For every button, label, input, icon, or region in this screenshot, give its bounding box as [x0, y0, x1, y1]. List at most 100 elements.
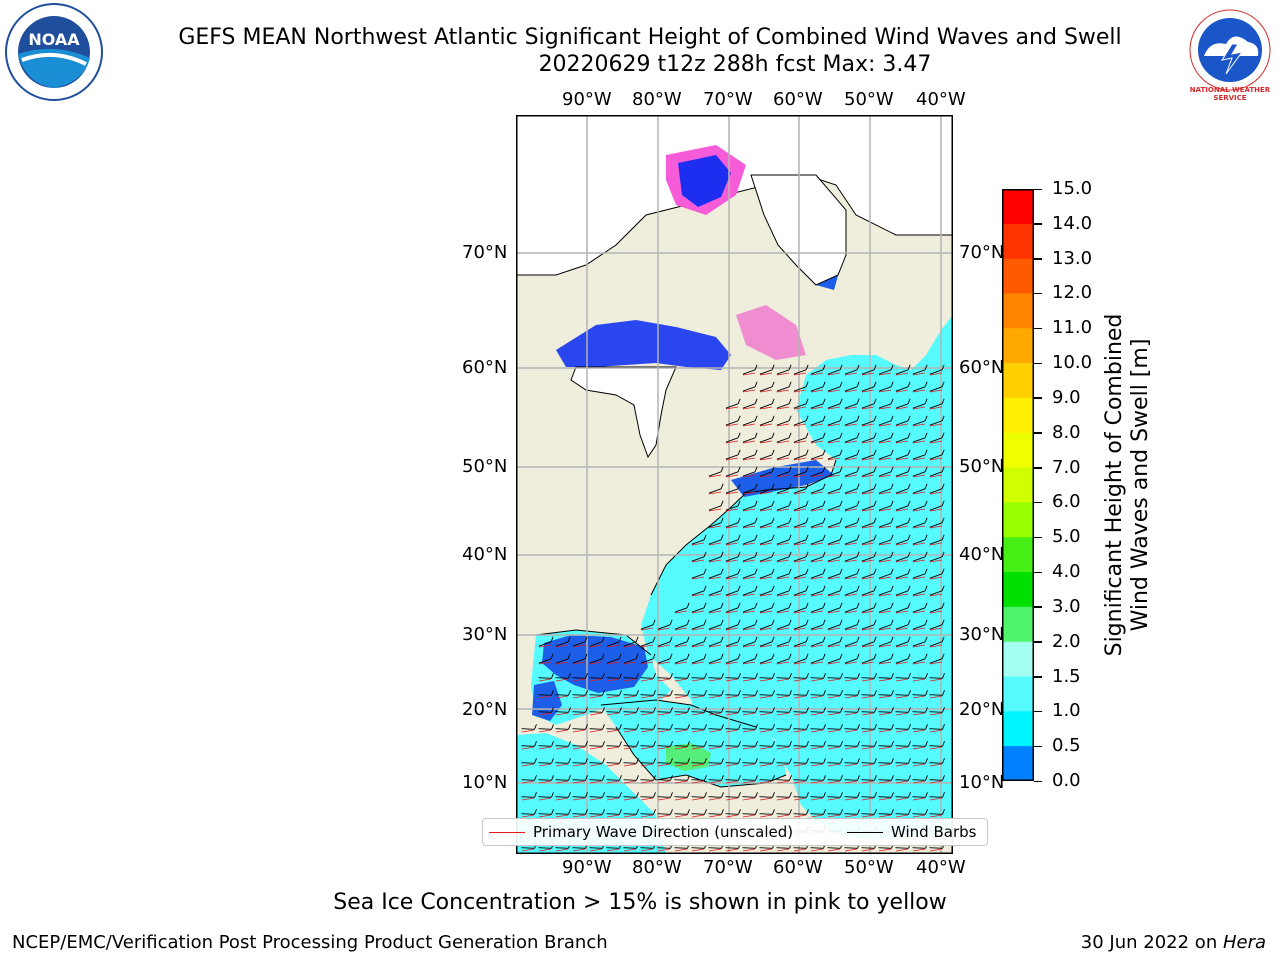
- colorbar-tick: [1034, 710, 1042, 713]
- wind-barb: [912, 796, 926, 798]
- wind-barb-feather: [754, 398, 758, 404]
- wind-barb: [708, 796, 722, 798]
- wind-barb-feather: [551, 724, 554, 730]
- wave-direction-arrow: [742, 763, 756, 767]
- wind-barb: [708, 745, 722, 747]
- wave-direction-arrow: [895, 814, 909, 818]
- lat-tick-right-60n: 60°N: [959, 357, 1005, 378]
- colorbar-segment: [1002, 502, 1034, 538]
- wind-barb: [572, 711, 586, 713]
- wind-barb-feather: [619, 724, 622, 730]
- wave-direction-arrow: [776, 763, 790, 767]
- wind-barb: [759, 471, 773, 477]
- wave-direction-arrow: [929, 729, 943, 733]
- wave-direction-arrow: [895, 576, 909, 580]
- wind-barb: [708, 711, 722, 713]
- wind-barb: [878, 813, 892, 815]
- wind-barb-feather: [788, 381, 792, 387]
- wave-direction-arrow: [759, 848, 773, 852]
- wind-barb: [895, 624, 909, 630]
- wave-direction-arrow: [776, 559, 790, 563]
- wave-direction-arrow: [827, 780, 841, 784]
- wind-barb-feather: [618, 653, 622, 659]
- wind-barb-feather: [891, 707, 894, 713]
- wind-barb-feather: [840, 809, 843, 815]
- wind-barb-feather: [534, 758, 537, 764]
- wind-barb: [929, 813, 943, 815]
- wind-barb-feather: [551, 690, 554, 696]
- wind-barb-feather: [653, 673, 656, 679]
- wind-barb: [861, 847, 875, 849]
- wave-direction-arrow: [589, 780, 603, 784]
- wave-direction-arrow: [878, 712, 892, 716]
- wind-barb: [844, 847, 858, 849]
- wave-direction-arrow: [725, 508, 739, 512]
- colorbar-label: 3.0: [1052, 595, 1081, 617]
- wind-barb-feather: [636, 673, 639, 679]
- colorbar-segment: [1002, 293, 1034, 329]
- wind-barb: [844, 539, 858, 545]
- wind-barb-feather: [755, 724, 758, 730]
- wind-barb: [912, 505, 926, 511]
- wind-barb: [674, 624, 688, 630]
- wind-barb-feather: [720, 568, 724, 574]
- wind-barb-feather: [721, 741, 724, 747]
- wind-barb-feather: [890, 432, 894, 438]
- wave-direction-arrow: [929, 814, 943, 818]
- wind-barb: [742, 624, 756, 630]
- wave-direction-arrow: [878, 559, 892, 563]
- colorbar-label: 10.0: [1052, 352, 1093, 374]
- wave-direction-arrow: [521, 848, 535, 852]
- wind-barb: [742, 556, 756, 562]
- wind-barb: [810, 607, 824, 613]
- wave-direction-arrow: [861, 627, 875, 631]
- wind-barb-feather: [822, 415, 826, 421]
- wind-barb: [725, 694, 739, 696]
- wind-barb: [759, 779, 773, 781]
- wave-direction-arrow: [674, 678, 688, 682]
- wind-barb: [895, 556, 909, 562]
- wind-barb: [776, 728, 790, 730]
- wind-barb-feather: [822, 534, 826, 540]
- wave-direction-arrow: [657, 695, 671, 699]
- wave-direction-arrow: [759, 372, 773, 376]
- wind-barb: [725, 471, 739, 477]
- wave-direction-arrow: [725, 457, 739, 461]
- wave-direction-arrow: [640, 678, 654, 682]
- wave-direction-arrow: [878, 491, 892, 495]
- wind-barb: [691, 539, 705, 545]
- wave-direction-arrow: [742, 593, 756, 597]
- wind-barb-feather: [754, 500, 758, 506]
- colorbar-label: 4.0: [1052, 561, 1081, 583]
- wind-barb-feather: [839, 432, 843, 438]
- wind-barb-feather: [670, 741, 673, 747]
- wind-barb: [912, 437, 926, 443]
- wave-direction-arrow: [691, 644, 705, 648]
- wind-barb: [708, 522, 722, 528]
- wave-direction-arrow: [827, 559, 841, 563]
- wind-barb: [810, 641, 824, 647]
- wave-direction-arrow: [912, 559, 926, 563]
- page-title: GEFS MEAN Northwest Atlantic Significant…: [0, 24, 1280, 78]
- wave-direction-arrow: [861, 695, 875, 699]
- wave-direction-arrow: [844, 610, 858, 614]
- wind-barb-feather: [924, 415, 928, 421]
- wind-barb-feather: [840, 775, 843, 781]
- wind-barb-feather: [839, 619, 843, 625]
- wind-barb-feather: [805, 398, 809, 404]
- wave-direction-arrow: [708, 593, 722, 597]
- wind-barb-feather: [550, 653, 554, 659]
- wind-barb-feather: [721, 792, 724, 798]
- wind-barb: [844, 641, 858, 647]
- wind-barb: [691, 556, 705, 562]
- colorbar-tick: [1034, 606, 1042, 608]
- wave-direction-arrow: [640, 780, 654, 784]
- wind-barb: [912, 369, 926, 375]
- colorbar-segment: [1002, 189, 1034, 225]
- wind-barb: [861, 658, 875, 664]
- wind-barb-feather: [839, 415, 843, 421]
- wind-barb: [827, 386, 841, 392]
- wind-barb: [776, 745, 790, 747]
- wave-direction-arrow: [827, 746, 841, 750]
- wind-barb: [725, 779, 739, 781]
